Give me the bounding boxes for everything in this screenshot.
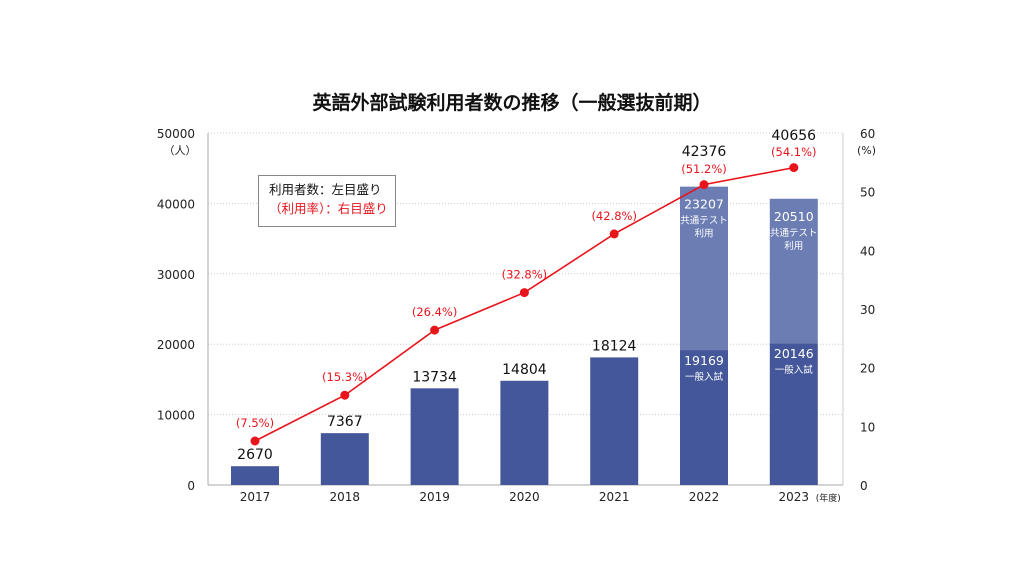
left-tick-label: 50000: [157, 127, 195, 141]
segment-value-general: 20146: [774, 346, 814, 361]
total-label: 18124: [592, 338, 637, 354]
legend-right-axis: （利用率）：右目盛り: [269, 201, 388, 216]
left-tick-label: 20000: [157, 338, 195, 352]
segment-value-general: 19169: [684, 353, 724, 368]
total-label: 2670: [237, 447, 273, 463]
left-tick-label: 40000: [157, 197, 195, 211]
x-tick-label: 2022: [689, 490, 720, 504]
left-tick-label: 30000: [157, 268, 195, 282]
rate-label: (51.2%): [681, 162, 727, 176]
right-tick-label: 0: [860, 479, 868, 493]
rate-label: (15.3%): [322, 370, 368, 384]
rate-point: [430, 325, 440, 335]
bar-general: [590, 357, 639, 485]
x-tick-label: 2017: [240, 490, 271, 504]
left-tick-label: 0: [187, 479, 195, 493]
total-label: 42376: [682, 144, 727, 160]
total-label: 7367: [327, 414, 363, 430]
rate-point: [250, 436, 260, 446]
segment-label-common-test: 利用: [784, 240, 803, 252]
rate-point: [519, 288, 529, 298]
segment-label-general: 一般入試: [685, 371, 724, 383]
right-axis-unit: (%): [857, 144, 876, 157]
x-tick-label: 2021: [599, 490, 630, 504]
rate-point: [609, 229, 619, 239]
bar-general: [680, 350, 728, 485]
rate-label: (42.8%): [591, 209, 637, 223]
bar-common-test: [769, 198, 818, 344]
rate-label: (32.8%): [502, 268, 548, 282]
right-tick-label: 30: [860, 303, 875, 317]
right-tick-label: 10: [860, 420, 875, 434]
bar-general: [320, 433, 369, 485]
rate-point: [340, 390, 350, 400]
x-tick-label: 2023: [779, 490, 810, 504]
rate-label: (26.4%): [412, 305, 458, 319]
right-tick-label: 20: [860, 362, 875, 376]
rate-label: (7.5%): [236, 416, 274, 430]
segment-label-general: 一般入試: [775, 364, 814, 376]
x-tick-label: 2019: [419, 490, 450, 504]
right-tick-label: 40: [860, 244, 875, 258]
segment-label-common-test: 利用: [694, 228, 713, 240]
segment-value-common-test: 20510: [774, 209, 814, 224]
chart-title: 英語外部試験利用者数の推移（一般選抜前期）: [312, 92, 712, 114]
right-tick-label: 60: [860, 127, 875, 141]
rate-point: [789, 163, 799, 173]
bar-general: [231, 466, 279, 485]
x-axis-unit: (年度): [816, 492, 841, 504]
segment-value-common-test: 23207: [684, 197, 724, 212]
bar-common-test: [680, 186, 728, 351]
bar-general: [500, 380, 549, 485]
bar-general: [769, 343, 818, 485]
x-tick-label: 2018: [330, 490, 361, 504]
rate-point: [699, 180, 709, 190]
x-tick-label: 2020: [509, 490, 540, 504]
legend-left-axis: 利用者数：左目盛り: [269, 182, 382, 197]
right-tick-label: 50: [860, 186, 875, 200]
left-tick-label: 10000: [157, 409, 195, 423]
segment-label-common-test: 共通テスト: [680, 216, 728, 227]
total-label: 14804: [502, 362, 547, 378]
segment-label-common-test: 共通テスト: [770, 228, 818, 239]
bar-general: [410, 388, 459, 485]
legend: 利用者数：左目盛り （利用率）：右目盛り: [258, 175, 396, 227]
rate-label: (54.1%): [771, 145, 817, 159]
total-label: 40656: [772, 128, 817, 144]
total-label: 13734: [412, 369, 457, 385]
left-axis-unit: （人）: [164, 144, 197, 157]
